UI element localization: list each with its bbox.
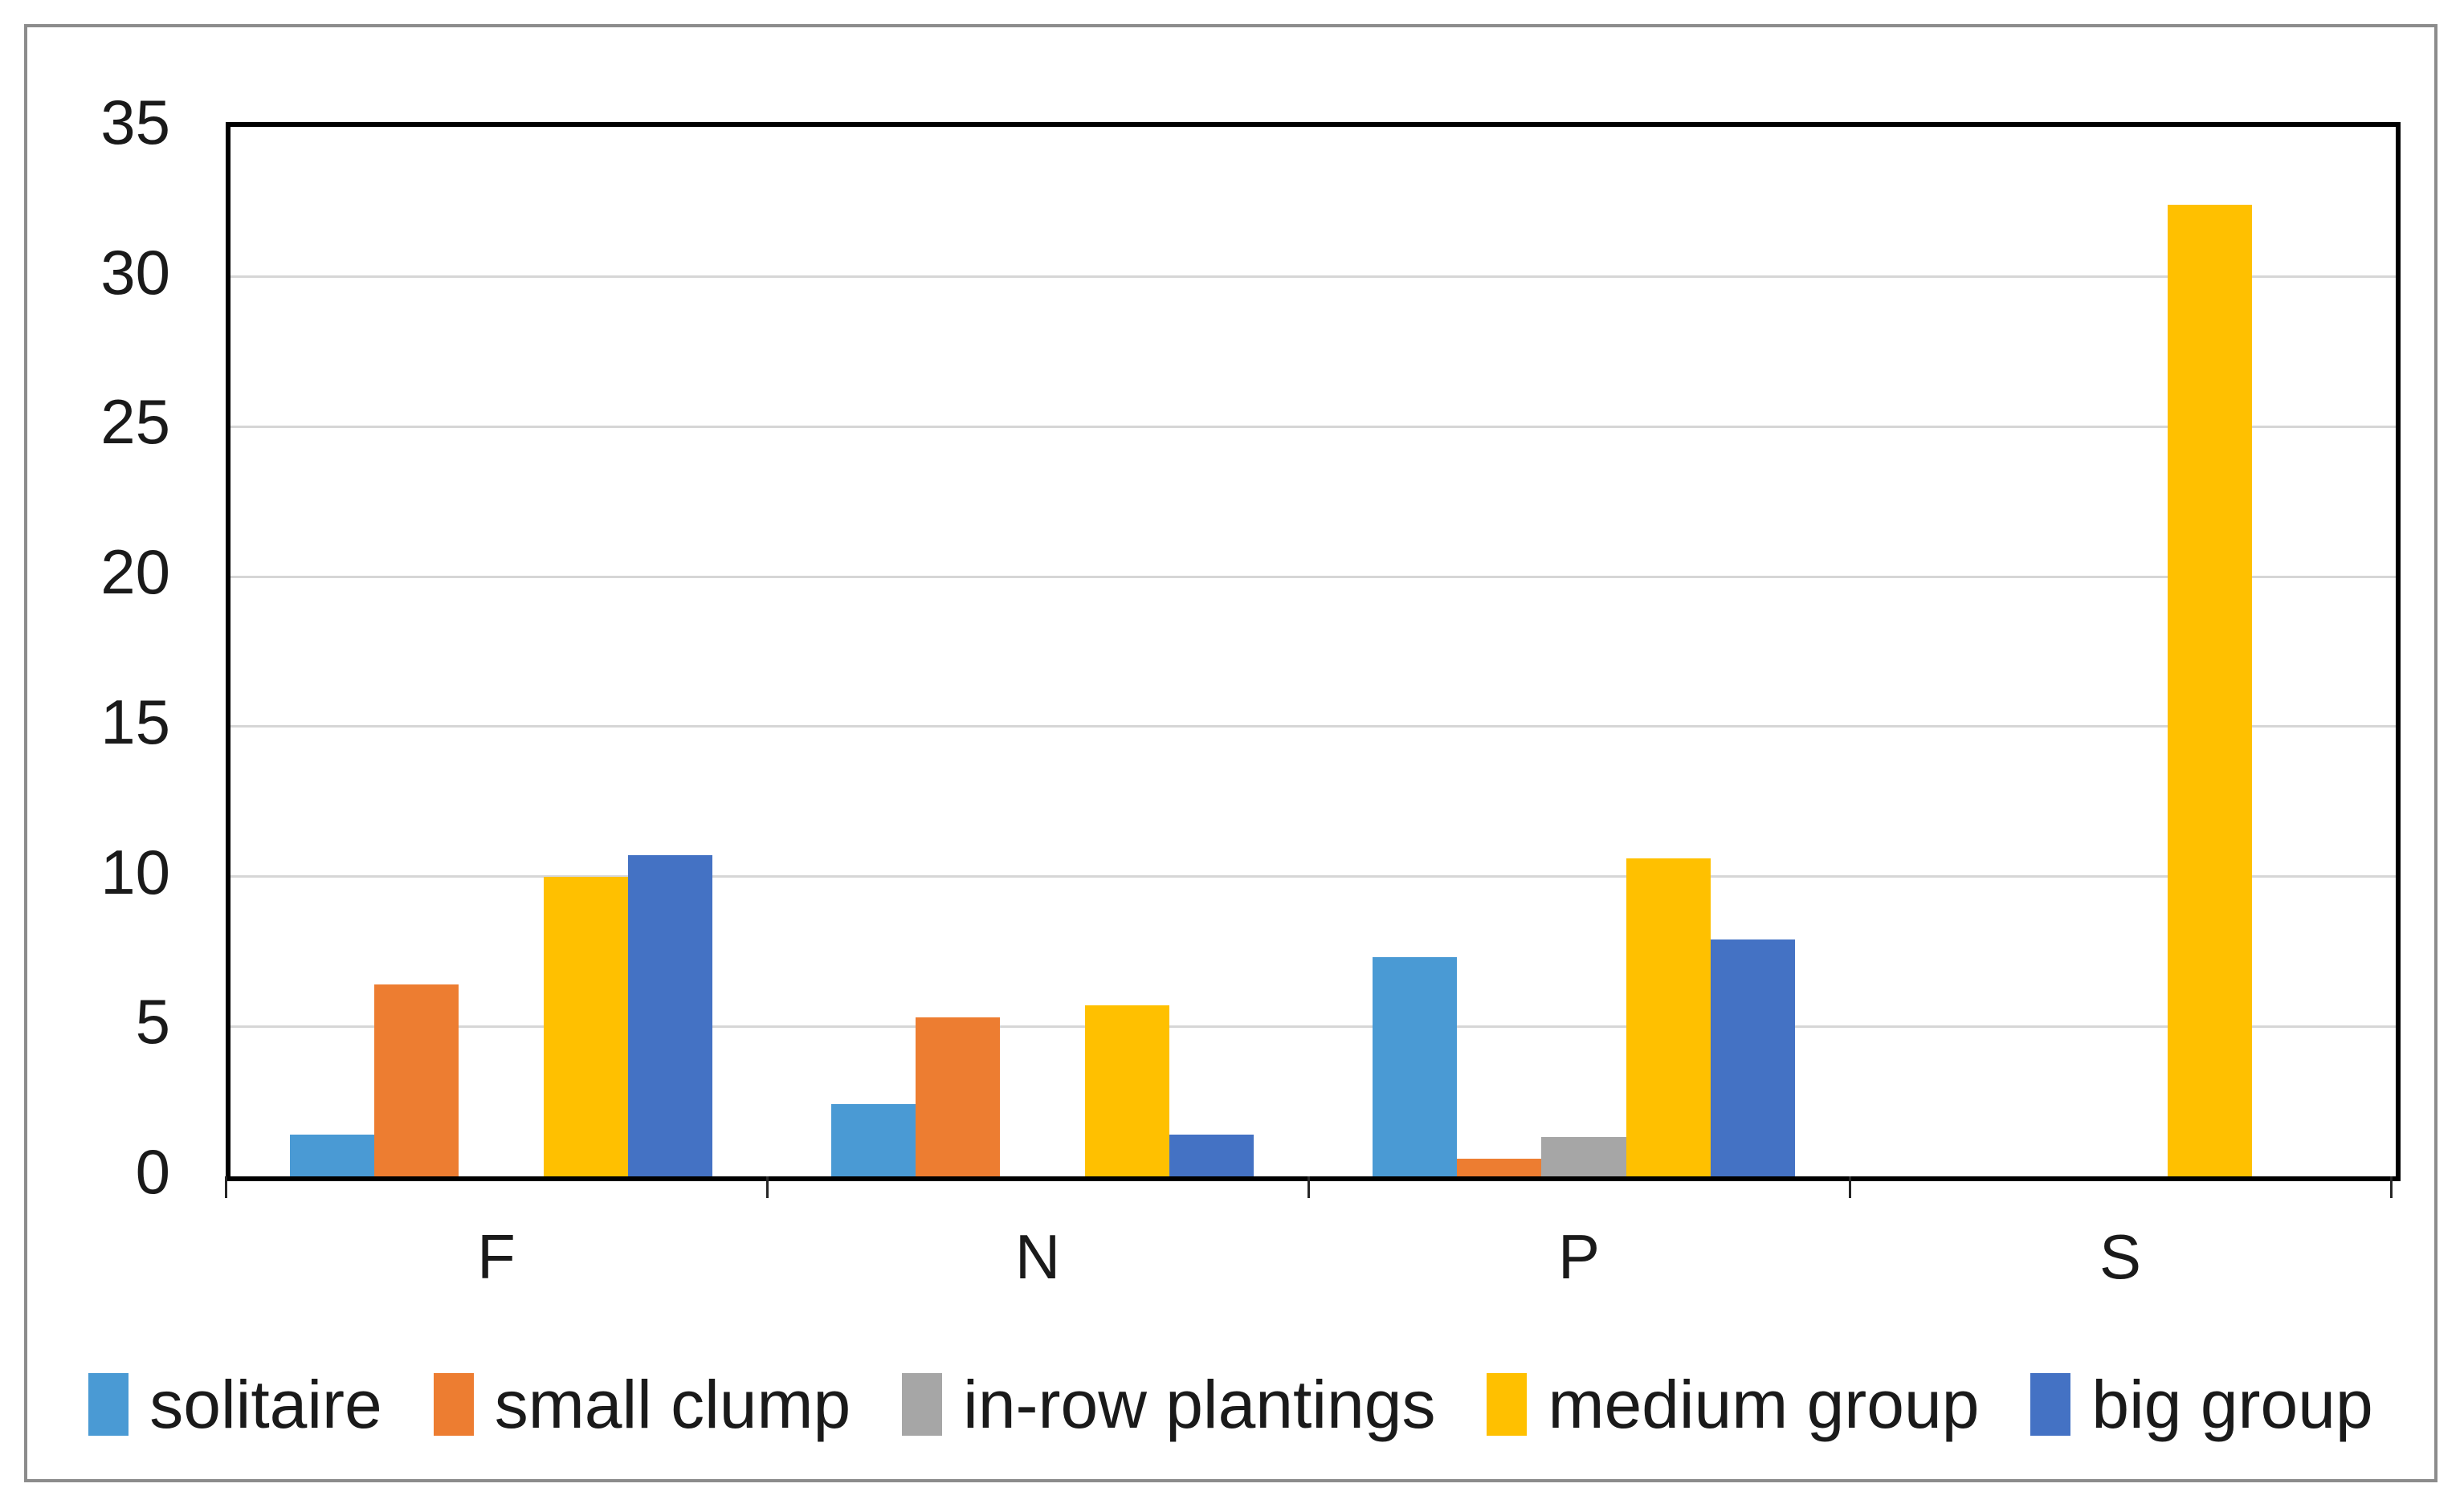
bar-S-medium-group	[2167, 205, 2252, 1176]
y-axis-label-0: 0	[135, 1136, 170, 1207]
legend-item-medium-group: medium group	[1487, 1371, 1979, 1438]
gridline-10	[230, 875, 2396, 878]
bar-P-solitaire	[1373, 957, 1458, 1176]
gridline-5	[230, 1025, 2396, 1028]
x-axis-tick-2	[1307, 1176, 1310, 1198]
x-axis-label-N: N	[1014, 1221, 1061, 1292]
gridline-15	[230, 725, 2396, 728]
gridline-30	[230, 275, 2396, 279]
bar-N-big-group	[1169, 1134, 1254, 1176]
legend-marker-small-clump	[433, 1373, 474, 1436]
legend-label: small clump	[494, 1367, 851, 1442]
legend-item-solitaire: solitaire	[88, 1367, 382, 1442]
y-axis-label-25: 25	[100, 386, 170, 458]
y-axis-label-20: 20	[100, 536, 170, 608]
legend-item-big-group: big group	[2030, 1367, 2373, 1442]
legend-marker-big-group	[2030, 1373, 2071, 1436]
x-axis-label-F: F	[477, 1221, 516, 1292]
bar-P-small-clump	[1457, 1158, 1542, 1176]
bar-P-big-group	[1710, 939, 1795, 1176]
bar-N-medium-group	[1084, 1005, 1169, 1176]
legend-item-in-row-plantings: in-row plantings	[902, 1371, 1435, 1438]
bar-F-solitaire	[290, 1134, 375, 1176]
x-axis-label-P: P	[1557, 1221, 1601, 1292]
legend-marker-medium-group	[1487, 1373, 1528, 1436]
x-axis-tick-1	[765, 1176, 769, 1198]
bar-N-small-clump	[916, 1017, 1001, 1176]
legend-marker-in-row-plantings	[902, 1373, 943, 1436]
legend-label: in-row plantings	[963, 1367, 1436, 1442]
bar-P-in-row-plantings	[1541, 1137, 1626, 1176]
y-axis-label-35: 35	[100, 87, 170, 157]
gridline-25	[230, 425, 2396, 428]
legend-marker-solitaire	[88, 1373, 129, 1436]
plot-area	[226, 122, 2401, 1181]
bar-N-solitaire	[831, 1104, 916, 1176]
x-axis-tick-3	[1848, 1176, 1851, 1198]
bar-P-medium-group	[1626, 858, 1711, 1176]
legend-label: solitaire	[149, 1367, 382, 1442]
legend-label: medium group	[1548, 1367, 1980, 1442]
legend-label: big group	[2091, 1367, 2373, 1442]
bar-F-medium-group	[543, 876, 628, 1176]
legend-item-small-clump: small clump	[433, 1367, 851, 1442]
legend: solitaire small clump in-row plantings medi…	[27, 1351, 2434, 1458]
x-axis-tick-4	[2389, 1176, 2393, 1198]
bar-F-big-group	[627, 855, 712, 1176]
gridline-20	[230, 575, 2396, 578]
y-axis-label-10: 10	[100, 836, 170, 907]
x-axis-tick-0	[224, 1176, 227, 1198]
y-axis-label-30: 30	[100, 236, 170, 308]
y-axis-label-15: 15	[100, 686, 170, 757]
chart-figure: 0 5 10 15 20 25 30 35 F N P S solitaire small clump…	[24, 24, 2437, 1482]
y-axis-label-5: 5	[135, 986, 170, 1058]
bar-F-small-clump	[374, 984, 459, 1176]
x-axis-label-S: S	[2099, 1221, 2142, 1292]
